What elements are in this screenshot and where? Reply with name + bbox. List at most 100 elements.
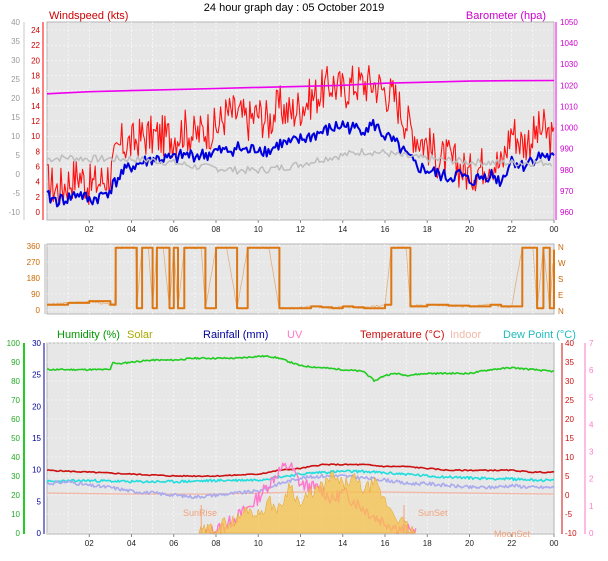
windspeed-outer-tick-label: 40 — [11, 18, 20, 27]
temp-xtick-label: 06 — [169, 539, 178, 548]
compass-label: E — [558, 291, 563, 300]
direction-tick-label: 270 — [27, 258, 41, 267]
windspeed-outer-tick-label: -10 — [8, 208, 20, 217]
uv-tick-label: 7 — [589, 339, 594, 348]
barometer-tick-label: 970 — [560, 187, 574, 196]
wind-xtick-label: 12 — [296, 225, 305, 234]
windspeed-tick-label: 24 — [31, 26, 40, 35]
humidity-tick-label: 30 — [11, 472, 20, 481]
wind_avg-series-line — [46, 118, 555, 208]
solar-series-area — [198, 470, 416, 534]
temperature-tick-label: 5 — [565, 472, 570, 481]
windspeed-tick-label: 18 — [31, 72, 40, 81]
windspeed-tick-label: 22 — [31, 41, 40, 50]
rainfall-tick-label: 20 — [32, 402, 41, 411]
page-title: 24 hour graph day : 05 October 2019 — [204, 2, 384, 14]
temperature-tick-label: -10 — [565, 529, 577, 538]
windspeed-outer-tick-label: 5 — [16, 151, 21, 160]
windspeed-tick-label: 16 — [31, 87, 40, 96]
humidity-temperature-panel: -10-505101520253035400102030405060708090… — [7, 329, 594, 548]
temp-xtick-label: 22 — [507, 539, 516, 548]
temperature-series-line — [46, 463, 555, 478]
uv-tick-label: 1 — [589, 502, 594, 511]
windspeed-tick-label: 2 — [36, 193, 41, 202]
windspeed-tick-label: 4 — [36, 178, 41, 187]
temperature-tick-label: 35 — [565, 358, 574, 367]
direction-plot-area — [46, 243, 555, 315]
uv-tick-label: 6 — [589, 366, 594, 375]
temperature-axis-label: Temperature (°C) — [360, 329, 444, 341]
temp-xtick-label: 02 — [85, 539, 94, 548]
wind-xtick-label: 10 — [254, 225, 263, 234]
temp-xtick-label: 00 — [550, 539, 559, 548]
humidity-axis-label: Humidity (%) — [57, 329, 120, 341]
windspeed-axis-label: Windspeed (kts) — [49, 10, 128, 22]
wind-xtick-label: 08 — [212, 225, 221, 234]
wind-xtick-label: 16 — [381, 225, 390, 234]
windspeed-tick-label: 14 — [31, 102, 40, 111]
temperature-tick-label: 20 — [565, 415, 574, 424]
direction-tick-label: 0 — [36, 306, 41, 315]
lower_gray-series-line — [46, 473, 555, 500]
direction-noise-line — [46, 246, 554, 310]
uv-tick-label: 3 — [589, 448, 594, 457]
temp-xtick-label: 16 — [381, 539, 390, 548]
sunset-annotation: SunSet — [418, 508, 448, 518]
windspeed-outer-tick-label: 30 — [11, 56, 20, 65]
dewpoint-axis-label: Dew Point (°C) — [503, 329, 576, 341]
temperature-tick-label: 30 — [565, 377, 574, 386]
temp-plot-area — [46, 342, 555, 535]
temp-xtick-label: 04 — [127, 539, 136, 548]
windspeed-tick-label: 20 — [31, 56, 40, 65]
solar-axis-label: Solar — [127, 329, 153, 341]
temp-xtick-label: 14 — [338, 539, 347, 548]
barometer-tick-label: 1010 — [560, 102, 578, 111]
windspeed-outer-tick-label: -5 — [13, 189, 21, 198]
temperature-tick-label: 25 — [565, 396, 574, 405]
wind-xtick-label: 04 — [127, 225, 136, 234]
barometer-tick-label: 1020 — [560, 81, 578, 90]
barometer-tick-label: 1050 — [560, 18, 578, 27]
rainfall-tick-label: 5 — [37, 497, 42, 506]
humidity-tick-label: 50 — [11, 434, 20, 443]
rainfall-tick-label: 0 — [37, 529, 42, 538]
indoor-axis-label: Indoor — [450, 329, 482, 341]
windspeed-tick-label: 0 — [36, 208, 41, 217]
wind_speed-series-line — [46, 65, 555, 206]
windspeed-outer-tick-label: 35 — [11, 37, 20, 46]
uv-tick-label: 2 — [589, 475, 594, 484]
windspeed-outer-tick-label: 0 — [16, 170, 21, 179]
windspeed-tick-label: 6 — [36, 163, 41, 172]
direction-tick-label: 180 — [27, 274, 41, 283]
barometer-tick-label: 1040 — [560, 39, 578, 48]
humidity-series-line — [46, 354, 554, 383]
barometer-tick-label: 1030 — [560, 60, 578, 69]
wind-xtick-label: 02 — [85, 225, 94, 234]
humidity-tick-label: 0 — [16, 529, 21, 538]
wind-xtick-label: 20 — [465, 225, 474, 234]
rainfall-tick-label: 15 — [32, 434, 41, 443]
wind-barometer-panel: 024681012141618202224-10-505101520253035… — [8, 10, 578, 234]
windspeed-outer-tick-label: 10 — [11, 132, 20, 141]
barometer-axis-label: Barometer (hpa) — [466, 10, 546, 22]
windspeed-outer-tick-label: 20 — [11, 94, 20, 103]
wind-xtick-label: 06 — [169, 225, 178, 234]
temperature-tick-label: -5 — [565, 510, 573, 519]
uv-tick-label: 0 — [589, 529, 594, 538]
compass-label: N — [558, 307, 564, 316]
barometer-tick-label: 1000 — [560, 124, 578, 133]
windspeed-outer-tick-label: 15 — [11, 113, 20, 122]
temperature-tick-label: 15 — [565, 434, 574, 443]
humidity-tick-label: 60 — [11, 415, 20, 424]
humidity-tick-label: 90 — [11, 358, 20, 367]
temperature-tick-label: 40 — [565, 339, 574, 348]
windspeed-outer-tick-label: 25 — [11, 75, 20, 84]
sunrise-annotation: SunRise — [183, 508, 217, 518]
humidity-tick-label: 40 — [11, 453, 20, 462]
wind-xtick-label: 14 — [338, 225, 347, 234]
humidity-tick-label: 20 — [11, 491, 20, 500]
temp-xtick-label: 12 — [296, 539, 305, 548]
barometer-series-line — [46, 79, 555, 95]
wind-xtick-label: 00 — [550, 225, 559, 234]
